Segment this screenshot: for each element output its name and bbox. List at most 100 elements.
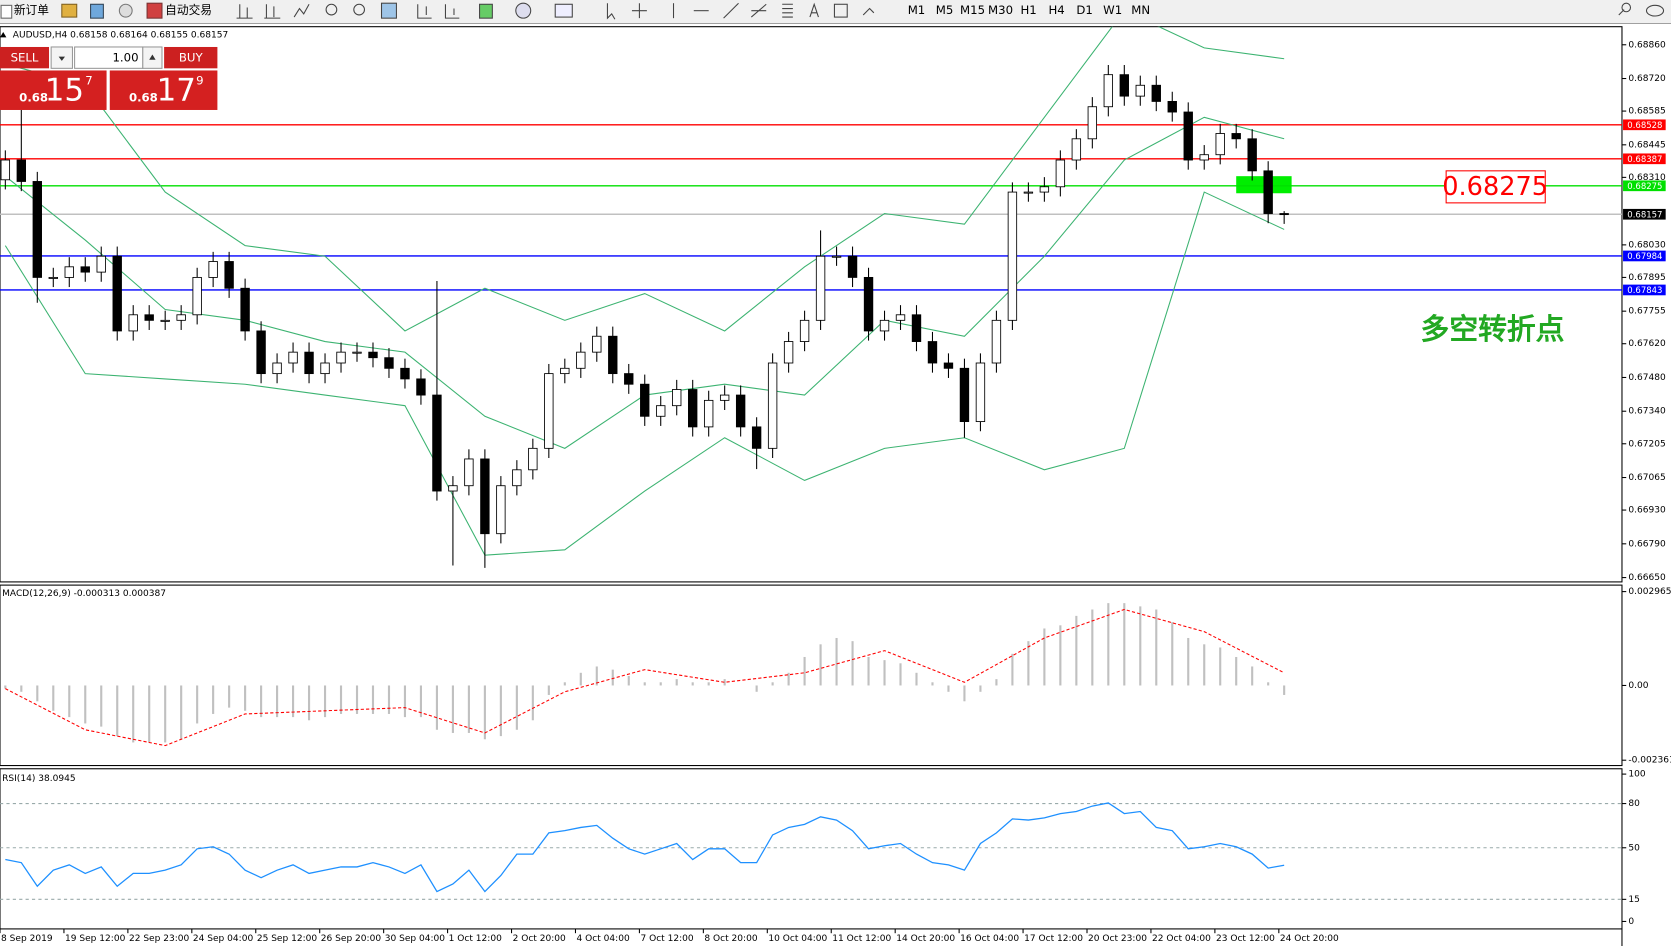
candle-body [943, 362, 954, 369]
candle-body [448, 485, 458, 492]
y-tick-label: 0.67755 [1628, 307, 1665, 317]
icon[interactable] [809, 2, 819, 18]
icon[interactable] [606, 3, 616, 20]
timeframe-button[interactable]: M15 [960, 3, 985, 17]
y-tick-label: 0.68445 [1628, 140, 1665, 150]
auto-trade-button[interactable]: 自动交易 [165, 3, 212, 17]
timeframe-button[interactable]: H1 [1020, 3, 1036, 17]
x-tick-label: 22 Sep 23:00 [129, 934, 190, 944]
timeframe-button[interactable]: H4 [1048, 3, 1064, 17]
icon[interactable] [236, 4, 253, 19]
candle-body [1087, 106, 1098, 140]
timeframe-button[interactable]: M1 [908, 3, 926, 17]
y-tick-label: 0.67620 [1628, 339, 1666, 349]
candle-body [368, 351, 378, 359]
candle-body [288, 351, 298, 364]
timeframe-button[interactable]: D1 [1076, 3, 1092, 17]
auto-trade-icon[interactable] [146, 2, 163, 19]
timeframe-button[interactable]: M5 [936, 3, 954, 17]
buy-label[interactable]: BUY [179, 51, 204, 65]
candle-body [16, 159, 27, 182]
new-order-icon[interactable] [0, 4, 13, 19]
buy-price-box[interactable] [109, 70, 218, 110]
candle-body [831, 255, 842, 258]
timeframe-button[interactable]: MN [1131, 3, 1150, 17]
x-tick-label: 24 Oct 20:00 [1280, 934, 1339, 944]
candle-body [160, 319, 170, 322]
icon[interactable] [417, 4, 432, 19]
candle-body [640, 383, 650, 417]
level-tag-label: 0.68387 [1627, 155, 1662, 165]
icon[interactable] [479, 3, 493, 19]
icon[interactable] [118, 3, 133, 18]
candle-body [847, 255, 858, 278]
level-tag [1623, 153, 1666, 165]
level-tag-label: 0.68528 [1627, 121, 1662, 131]
icon[interactable] [723, 2, 739, 19]
timeframe-button[interactable]: M30 [988, 3, 1013, 17]
candle-body [975, 362, 986, 423]
icon[interactable] [862, 7, 875, 16]
candle-body [911, 314, 922, 342]
sell-label[interactable]: SELL [11, 51, 39, 65]
candle-body [256, 330, 266, 375]
candle-body [480, 458, 490, 535]
candle-body [895, 314, 906, 321]
y-tick-label: 0.68030 [1628, 240, 1666, 250]
icon[interactable] [750, 3, 767, 18]
candle-body [320, 362, 330, 375]
candle-body [1215, 133, 1225, 156]
candle-body [735, 394, 746, 428]
icon[interactable] [380, 2, 397, 19]
buy-button[interactable] [164, 46, 218, 69]
candle-body [528, 447, 538, 471]
icon[interactable] [444, 4, 460, 19]
candle-body [352, 351, 362, 354]
icon[interactable] [782, 3, 793, 18]
bollinger-band [5, 26, 1285, 332]
y-tick-label: 0 [1628, 917, 1634, 927]
candle-body [1071, 138, 1082, 161]
icon[interactable] [554, 3, 573, 18]
candle-body [240, 287, 250, 332]
sell-button[interactable] [0, 46, 50, 69]
toolbar [0, 0, 1671, 24]
candle-body [656, 405, 666, 417]
candle-body [863, 276, 874, 332]
icon[interactable] [631, 3, 647, 19]
x-tick-label: 30 Sep 04:00 [385, 934, 446, 944]
icon[interactable] [515, 2, 532, 19]
icon[interactable] [293, 4, 310, 18]
candle-body [112, 255, 122, 332]
sell-price-box[interactable] [0, 70, 107, 110]
candle-body [496, 485, 506, 535]
timeframe-button[interactable]: W1 [1103, 3, 1122, 17]
icon[interactable] [90, 3, 104, 19]
y-tick-label: 0.67340 [1628, 407, 1666, 417]
candle-body [560, 367, 570, 375]
level-tag-label: 0.68275 [1627, 182, 1662, 192]
icon[interactable] [325, 3, 338, 16]
y-tick-label: 0.67895 [1628, 273, 1665, 283]
x-tick-label: 14 Oct 20:00 [896, 934, 955, 944]
x-tick-label: 17 Oct 12:00 [1024, 934, 1083, 944]
sell-price-sup: 7 [85, 74, 92, 88]
icon[interactable] [1645, 4, 1665, 17]
candle-body [1055, 159, 1066, 188]
candle-body [719, 394, 730, 401]
icon[interactable] [353, 3, 365, 16]
x-tick-label: 19 Sep 12:00 [65, 934, 126, 944]
icon[interactable] [264, 4, 281, 19]
candle-body [1183, 111, 1193, 161]
candle-body [1103, 74, 1114, 108]
candle-body [64, 266, 74, 278]
candle-body [144, 314, 154, 321]
candle-body [1039, 186, 1050, 193]
new-order-button[interactable]: 新订单 [14, 3, 49, 17]
icon[interactable] [61, 3, 78, 18]
search-icon[interactable] [1621, 2, 1632, 13]
bollinger-band [4, 191, 1285, 556]
icon[interactable] [833, 3, 848, 18]
timeframe-bar: M1 M5 M15 M30 H1 H4 D1 W1 MN [908, 3, 1150, 17]
candle-body [815, 255, 826, 321]
